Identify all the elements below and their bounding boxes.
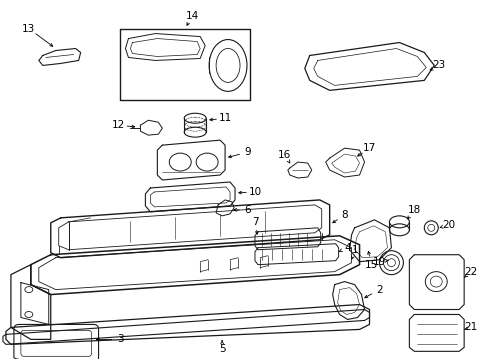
- Text: 13: 13: [22, 24, 35, 33]
- Text: 2: 2: [376, 284, 383, 294]
- Text: 14: 14: [186, 11, 199, 21]
- Text: 7: 7: [252, 217, 258, 227]
- Text: 17: 17: [363, 143, 376, 153]
- Text: 11: 11: [219, 113, 232, 123]
- Text: 18: 18: [408, 205, 421, 215]
- Text: 22: 22: [465, 267, 478, 276]
- Text: 4: 4: [344, 243, 351, 253]
- Text: 15: 15: [365, 260, 378, 270]
- Text: 12: 12: [112, 120, 125, 130]
- Text: 21: 21: [465, 323, 478, 332]
- Text: 9: 9: [245, 147, 251, 157]
- Text: 1: 1: [352, 245, 359, 255]
- Text: 10: 10: [248, 187, 262, 197]
- Text: 20: 20: [442, 220, 456, 230]
- Text: 23: 23: [433, 60, 446, 71]
- Text: 8: 8: [342, 210, 348, 220]
- Text: 19: 19: [373, 257, 386, 267]
- Text: 5: 5: [219, 345, 225, 354]
- Text: 6: 6: [245, 205, 251, 215]
- Text: 3: 3: [117, 334, 124, 345]
- Text: 16: 16: [278, 150, 292, 160]
